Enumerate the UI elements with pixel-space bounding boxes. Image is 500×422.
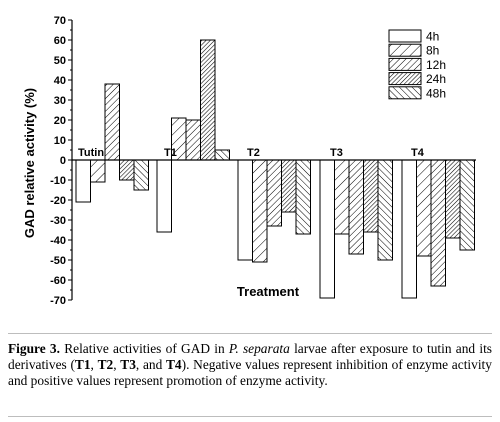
x-axis-title: Treatment [237, 284, 300, 299]
caption-text: T1 [74, 357, 91, 372]
category-label-t4: T4 [411, 147, 425, 159]
y-tick-label: 0 [60, 155, 66, 167]
y-tick-label: 40 [54, 75, 66, 87]
category-label-t3: T3 [330, 147, 343, 159]
y-tick-label: 70 [54, 15, 66, 27]
caption-text: T3 [120, 357, 136, 372]
bar-chart: -70 -60 -50 -40 -30 -20 -10 0 10 20 30 40 50 60 70 Tut… [22, 15, 476, 307]
category-label-t1: T1 [164, 147, 177, 159]
bar-tutin-12h [104, 83, 120, 161]
category-labels: Tutin T1 T2 T3 T4 [78, 147, 425, 159]
legend-label-24h: 24h [426, 72, 446, 86]
bar-t4-24h [445, 159, 461, 239]
y-tick-label: 10 [54, 135, 66, 147]
bar-t2-48h [295, 159, 311, 235]
y-tick-label: -60 [50, 275, 66, 287]
bar-t3-4h [319, 159, 335, 299]
bars-layer [75, 39, 475, 299]
bar-t1-4h [156, 159, 172, 233]
bar-t4-8h [416, 159, 432, 257]
y-tick-label: 50 [54, 55, 66, 67]
bar-t3-12h [348, 159, 364, 255]
bar-t1-48h [214, 149, 230, 161]
category-label-tutin: Tutin [78, 147, 104, 159]
y-tick-label: -20 [50, 195, 66, 207]
caption-text: , and [135, 357, 166, 372]
bar-t3-48h [377, 159, 393, 261]
y-tick-label: -30 [50, 215, 66, 227]
y-tick-label: 20 [54, 115, 66, 127]
legend-swatch-4h [388, 29, 422, 43]
y-axis-title: GAD relative activity (%) [22, 88, 37, 238]
divider-bottom [8, 416, 492, 417]
bar-t4-12h [430, 159, 446, 287]
legend-swatch-12h [388, 57, 422, 71]
bar-tutin-4h [75, 159, 91, 203]
caption-text: ). Negative values represent inhibition … [8, 357, 492, 388]
legend-swatch-8h [388, 43, 422, 57]
legend-label-8h: 8h [426, 44, 439, 58]
bar-t2-12h [266, 159, 282, 227]
bar-t1-12h [185, 119, 201, 161]
caption-text: Relative activities of GAD in [59, 341, 229, 356]
caption-text: T2 [97, 357, 114, 372]
legend-label-4h: 4h [426, 30, 439, 44]
legend-label-48h: 48h [426, 86, 446, 100]
caption-text: T4 [166, 357, 182, 372]
bar-tutin-48h [133, 159, 149, 191]
bar-t4-48h [459, 159, 475, 251]
caption-text: P. separata [228, 341, 290, 356]
bar-t3-8h [334, 159, 350, 235]
y-tick-label: -40 [50, 235, 66, 247]
bar-t2-24h [281, 159, 297, 213]
divider-top [8, 333, 492, 334]
y-tick-label: -70 [50, 295, 66, 307]
bar-tutin-24h [119, 159, 135, 181]
bar-t2-8h [252, 159, 268, 263]
y-tick-label: 30 [54, 95, 66, 107]
bar-tutin-8h [90, 159, 106, 183]
caption-text: , [90, 357, 98, 372]
figure-caption: Figure 3. Relative activities of GAD in … [8, 341, 492, 389]
caption-label: Figure 3. [8, 341, 60, 356]
y-tick-label: 60 [54, 35, 66, 47]
legend-swatch-24h [388, 72, 422, 86]
category-label-t2: T2 [247, 147, 260, 159]
bar-t2-4h [237, 159, 253, 261]
caption-text: larvae after exposure to tutin and its d… [8, 341, 492, 372]
y-tick-label: -50 [50, 255, 66, 267]
legend-swatch-48h [388, 86, 422, 100]
bar-t3-24h [363, 159, 379, 233]
y-tick-label: -10 [50, 175, 66, 187]
legend-label-12h: 12h [426, 58, 446, 72]
bar-t4-4h [401, 159, 417, 299]
y-axis: -70 -60 -50 -40 -30 -20 -10 0 10 20 30 40 50 60 70 [50, 15, 476, 307]
bar-t1-24h [200, 39, 216, 161]
caption-text: , [113, 357, 121, 372]
